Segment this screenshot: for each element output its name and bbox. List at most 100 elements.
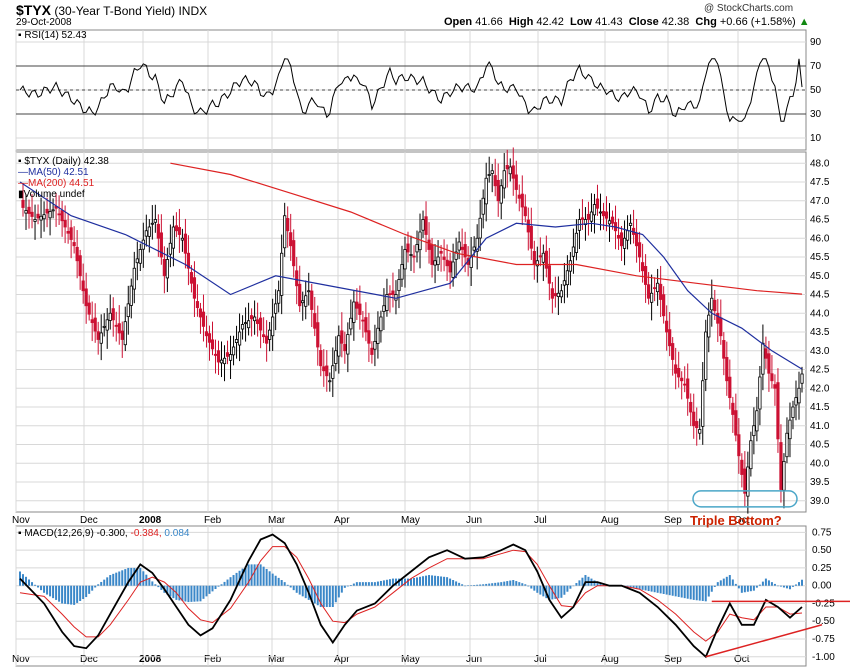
candle-body — [571, 246, 576, 257]
candle-body — [240, 324, 245, 330]
candle-body — [791, 406, 795, 418]
histogram-bar — [548, 585, 551, 600]
candle-body — [192, 277, 197, 299]
histogram-bar — [373, 582, 376, 586]
histogram-bar — [644, 585, 647, 591]
candle-body — [406, 243, 410, 253]
month-label-bottom: May — [401, 654, 420, 665]
histogram-bar — [695, 585, 698, 601]
candle-body — [439, 250, 443, 254]
macd-line — [19, 533, 803, 659]
candle-body — [234, 339, 239, 343]
chg-value: +0.66 (+1.58%) — [719, 16, 796, 28]
histogram-bar — [521, 583, 524, 586]
month-label: May — [401, 515, 420, 526]
rsi-legend: ▪ RSI(14) 52.43 — [18, 30, 87, 41]
macd-rising-trendline — [705, 624, 823, 658]
candle-body — [487, 174, 491, 176]
histogram-bar — [569, 585, 572, 589]
histogram-bar — [677, 585, 680, 597]
histogram-bar — [298, 585, 301, 595]
histogram-bar — [250, 564, 253, 586]
price-tick-label: 43.5 — [810, 327, 830, 338]
histogram-bar — [698, 585, 701, 601]
histogram-bar — [151, 581, 154, 586]
histogram-bar — [169, 585, 172, 597]
candle-body — [448, 260, 452, 273]
candle-body — [656, 282, 660, 293]
candle-body — [24, 210, 28, 214]
candle-body — [210, 339, 215, 350]
histogram-bar — [391, 578, 394, 586]
candle-body — [595, 198, 600, 209]
histogram-bar — [773, 583, 776, 586]
candle-body — [604, 211, 609, 219]
candle-body — [662, 294, 666, 317]
candle-body — [33, 219, 37, 222]
candle-body — [147, 226, 151, 237]
candle-body — [27, 206, 31, 214]
month-label-bottom: Apr — [334, 654, 350, 665]
candle-body — [126, 303, 130, 318]
price-tick-label: 41.0 — [810, 421, 830, 432]
candle-body — [616, 234, 621, 239]
candle-body — [559, 290, 563, 298]
histogram-bar — [749, 585, 752, 592]
candle-body — [644, 266, 648, 285]
rsi-tick-label: 50 — [810, 85, 822, 96]
histogram-bar — [253, 564, 256, 586]
price-tick-label: 42.5 — [810, 365, 830, 376]
histogram-bar — [719, 580, 722, 586]
chart-date: 29-Oct-2008 — [16, 17, 72, 28]
candle-body — [776, 382, 780, 440]
candle-body — [634, 232, 639, 247]
candle-body — [499, 185, 503, 204]
histogram-bar — [479, 584, 482, 586]
candle-body — [692, 411, 696, 427]
month-label-bottom: Mar — [268, 654, 286, 665]
histogram-bar — [22, 574, 25, 586]
histogram-bar — [554, 585, 557, 599]
candle-body — [352, 301, 356, 323]
histogram-bar — [413, 577, 416, 586]
candle-body — [298, 283, 302, 307]
histogram-bar — [82, 585, 85, 600]
candle-body — [523, 206, 527, 217]
candle-body — [740, 459, 744, 475]
candle-body — [731, 402, 735, 415]
candle-body — [385, 294, 389, 311]
histogram-bar — [115, 572, 118, 586]
candle-body — [105, 319, 109, 331]
candle-body — [529, 226, 533, 249]
candle-body — [51, 209, 55, 212]
candle-body — [526, 219, 530, 233]
histogram-bar — [704, 585, 707, 602]
month-label-bottom: Dec — [80, 654, 98, 665]
candle-body — [457, 241, 461, 251]
histogram-bar — [223, 581, 226, 586]
histogram-bar — [313, 585, 316, 604]
candle-body — [222, 357, 227, 365]
histogram-bar — [785, 585, 788, 589]
histogram-bar — [656, 585, 659, 593]
histogram-bar — [328, 585, 331, 608]
candle-body — [325, 365, 329, 377]
candle-body — [168, 242, 172, 255]
histogram-bar — [596, 582, 599, 586]
month-label-bottom: Jul — [534, 654, 547, 665]
histogram-bar — [178, 585, 181, 601]
macd-tick-label: -0.75 — [812, 634, 835, 645]
candle-body — [283, 215, 287, 249]
high-value: 42.42 — [536, 16, 564, 28]
candle-body — [722, 340, 726, 359]
histogram-bar — [419, 576, 422, 586]
candle-body — [734, 410, 738, 436]
candle-body — [337, 335, 341, 357]
histogram-bar — [467, 585, 470, 586]
histogram-bar — [208, 585, 211, 594]
histogram-bar — [425, 575, 428, 586]
histogram-bar — [461, 584, 464, 586]
candle-body — [367, 330, 371, 344]
rsi-tick-label: 10 — [810, 133, 822, 144]
histogram-bar — [148, 578, 151, 586]
